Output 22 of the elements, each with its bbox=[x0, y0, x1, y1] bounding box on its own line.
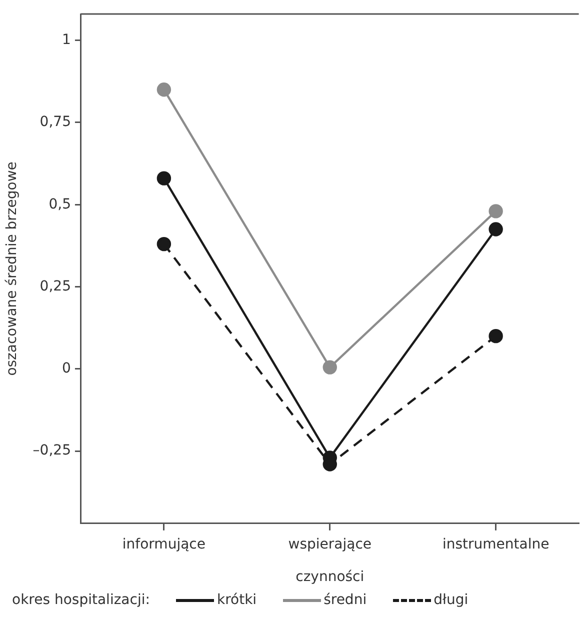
x-axis-title: czynności bbox=[296, 569, 364, 586]
y-tick-label: 0,5 bbox=[48, 196, 71, 212]
x-tick-label: instrumentalne bbox=[442, 536, 550, 552]
x-tick-label: wspierające bbox=[288, 536, 372, 552]
point bbox=[488, 328, 503, 344]
legend-label: długi bbox=[434, 592, 468, 608]
y-tick-label: 1 bbox=[62, 32, 71, 48]
y-tick-label: –0,25 bbox=[32, 442, 71, 459]
point bbox=[488, 204, 503, 218]
point bbox=[156, 171, 172, 186]
point bbox=[322, 360, 337, 374]
point bbox=[488, 222, 503, 236]
x-tick-label: informujące bbox=[122, 536, 206, 552]
legend-label: średni bbox=[324, 592, 367, 608]
y-tick-label: 0,25 bbox=[40, 278, 71, 294]
point bbox=[156, 82, 172, 97]
y-tick-label: 0 bbox=[62, 360, 71, 377]
y-axis-title: oszacowane średnie brzegowe bbox=[4, 162, 20, 376]
legend-label: krótki bbox=[216, 592, 257, 608]
legend-title: okres hospitalizacji: bbox=[12, 592, 150, 608]
point bbox=[156, 236, 172, 252]
y-tick-label: 0,75 bbox=[40, 114, 71, 130]
